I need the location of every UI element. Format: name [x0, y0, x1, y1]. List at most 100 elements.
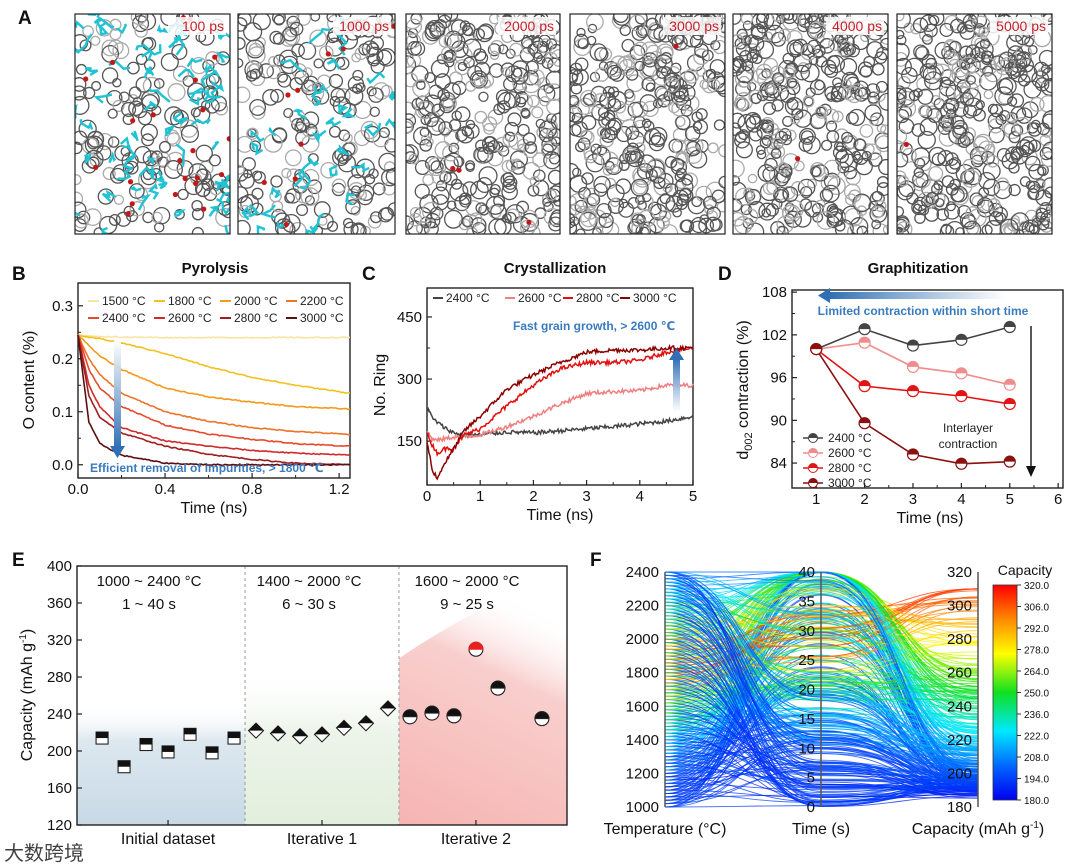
- carbon-ring: [437, 88, 450, 102]
- carbon-ring: [605, 119, 622, 136]
- parameter-line: [664, 628, 979, 807]
- carbon-ring: [347, 76, 365, 93]
- carbon-ring: [132, 103, 148, 119]
- carbon-ring: [481, 135, 498, 152]
- carbon-ring: [603, 109, 616, 122]
- carbon-ring: [366, 86, 377, 97]
- carbon-ring: [625, 150, 637, 163]
- carbon-ring: [778, 127, 792, 141]
- carbon-ring: [410, 14, 423, 25]
- y-tick-label: 0.0: [52, 457, 73, 474]
- axis-tick-label: 300: [947, 598, 972, 615]
- carbon-ring: [811, 164, 829, 182]
- snapshot-2: 2000 ps: [405, 13, 561, 235]
- carbon-ring: [852, 193, 872, 213]
- carbon-ring: [509, 42, 524, 57]
- parameter-line: [664, 574, 979, 792]
- carbon-ring: [142, 76, 161, 95]
- carbon-ring: [440, 46, 457, 62]
- data-point-circle: [490, 680, 506, 696]
- carbon-ring: [503, 91, 521, 109]
- carbon-ring: [673, 90, 686, 103]
- carbon-ring: [586, 14, 604, 31]
- up-arrow-icon: [673, 358, 680, 412]
- carbon-ring: [406, 121, 413, 134]
- carbon-ring: [412, 79, 431, 98]
- data-point-diamond: [357, 714, 375, 732]
- data-point-circle: [424, 705, 440, 721]
- carbon-ring: [352, 69, 364, 81]
- carbon-ring: [802, 95, 815, 108]
- parameter-line: [664, 611, 979, 798]
- data-point-square: [205, 746, 219, 760]
- carbon-ring: [955, 227, 965, 234]
- carbon-ring: [329, 95, 341, 107]
- y-tick-label: 96: [770, 370, 787, 387]
- carbon-ring: [430, 59, 450, 78]
- carbon-ring: [302, 111, 320, 128]
- carbon-ring: [249, 140, 262, 153]
- carbon-ring: [107, 136, 120, 148]
- carbon-ring: [188, 163, 208, 183]
- carbon-ring: [571, 112, 584, 125]
- precursor-chain: [251, 224, 266, 234]
- carbon-ring: [177, 188, 189, 201]
- parameter-line: [664, 581, 979, 760]
- carbon-ring: [570, 94, 580, 107]
- series-line-2400: [77, 334, 351, 448]
- carbon-ring: [635, 214, 646, 225]
- snapshot-time-label: 1000 ps: [339, 18, 389, 34]
- axis-label-capacity: Capacity (mAh g-1): [912, 820, 1045, 838]
- carbon-ring: [1039, 134, 1052, 147]
- carbon-ring: [378, 152, 395, 172]
- precursor-chain: [200, 69, 220, 88]
- carbon-ring: [580, 130, 595, 145]
- carbon-ring: [919, 63, 937, 81]
- range-time: 6 ~ 30 s: [282, 596, 336, 613]
- carbon-ring: [766, 180, 781, 195]
- carbon-ring: [278, 49, 298, 69]
- precursor-chain: [217, 30, 230, 40]
- carbon-ring: [748, 127, 763, 142]
- carbon-ring: [607, 86, 620, 98]
- legend-label: 1800 °C: [168, 294, 212, 308]
- carbon-ring: [972, 108, 986, 122]
- carbon-ring: [539, 96, 550, 107]
- carbon-ring: [640, 41, 659, 60]
- carbon-ring: [280, 55, 299, 75]
- carbon-ring: [808, 21, 827, 39]
- carbon-ring: [630, 178, 649, 197]
- carbon-ring: [528, 69, 545, 86]
- carbon-ring: [591, 103, 609, 121]
- carbon-ring: [191, 226, 204, 234]
- precursor-chain: [250, 129, 265, 143]
- y-tick-label: 0.1: [52, 404, 73, 421]
- y-label-rest: contraction (%): [735, 320, 752, 432]
- region-iterative2-background: [398, 566, 567, 825]
- parameter-line: [664, 592, 979, 729]
- carbon-ring: [469, 212, 483, 226]
- carbon-ring: [843, 165, 857, 180]
- carbon-ring: [423, 112, 439, 128]
- carbon-ring: [803, 14, 820, 23]
- snapshot-label-bg: [168, 17, 226, 35]
- carbon-ring: [848, 108, 866, 126]
- carbon-ring: [852, 80, 869, 97]
- carbon-ring: [171, 43, 188, 61]
- panel-label-c: C: [362, 264, 376, 285]
- carbon-ring: [954, 93, 970, 109]
- series-line-3000: [426, 343, 694, 481]
- carbon-ring: [383, 161, 395, 174]
- carbon-ring: [770, 148, 782, 159]
- carbon-ring: [783, 14, 795, 21]
- carbon-ring: [913, 167, 925, 178]
- x-tick-label: 4: [957, 491, 965, 508]
- precursor-chain: [149, 166, 156, 180]
- carbon-ring: [86, 136, 100, 150]
- carbon-ring: [981, 224, 993, 234]
- carbon-ring: [582, 93, 596, 106]
- snapshot-1: 1000 ps: [237, 13, 396, 235]
- carbon-ring: [473, 48, 487, 62]
- parameter-line: [664, 574, 979, 756]
